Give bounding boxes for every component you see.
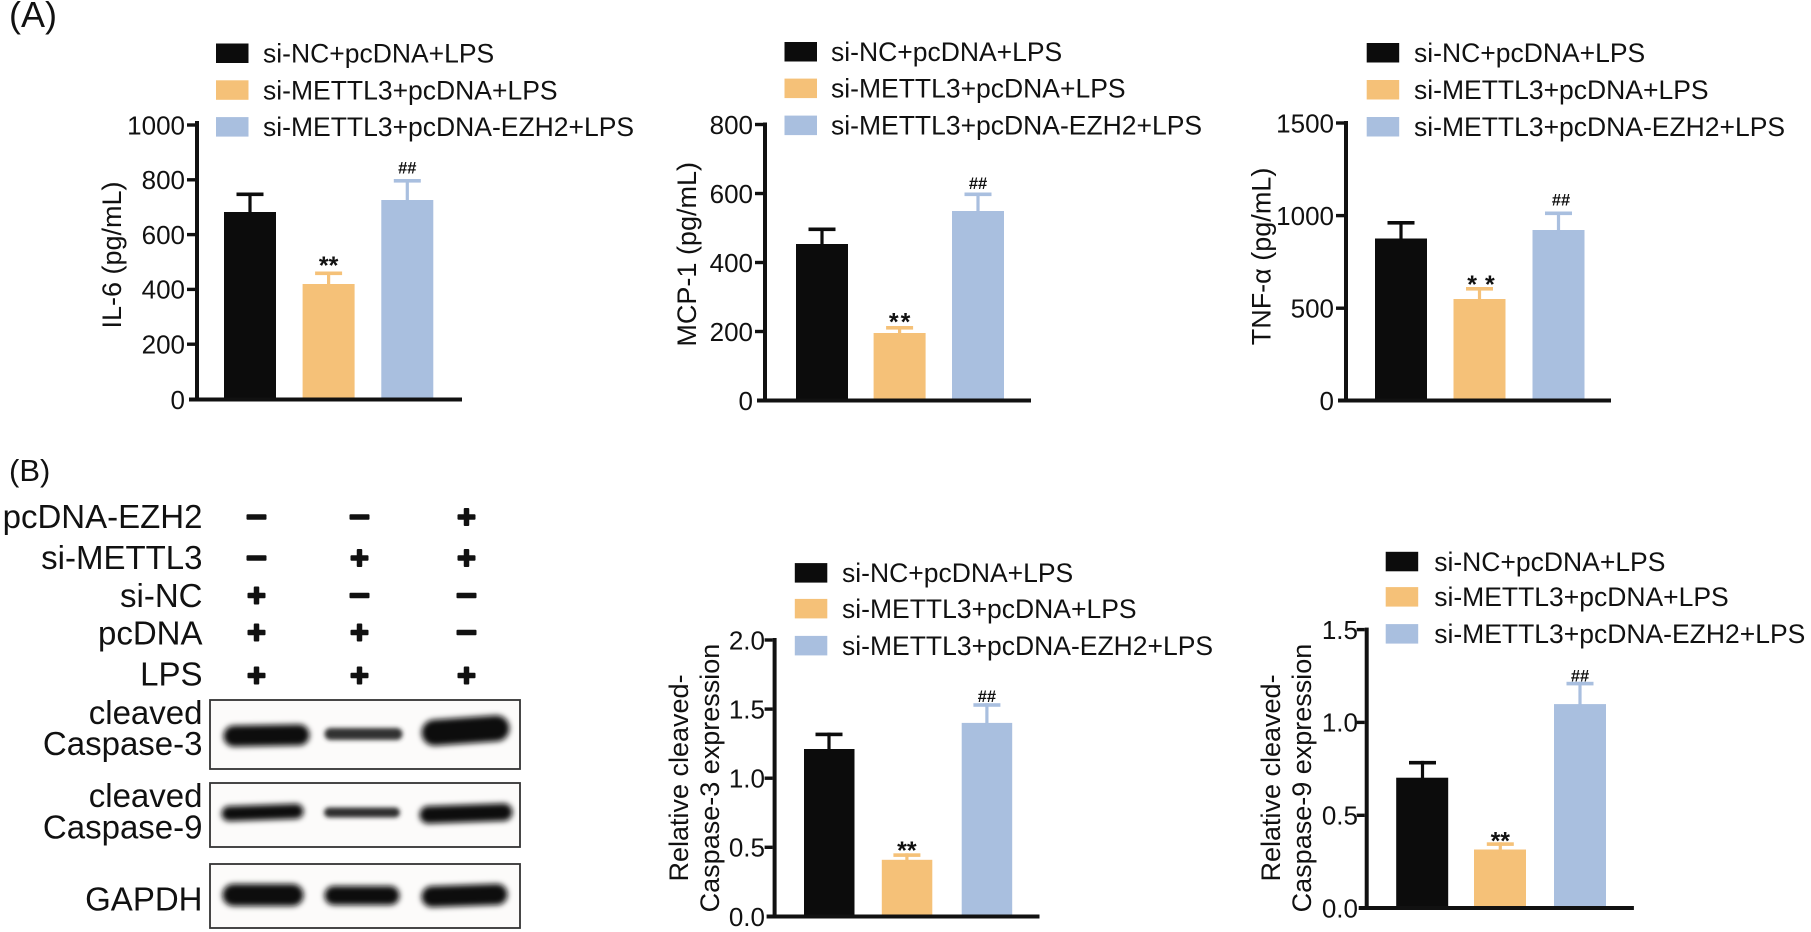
svg-text:800: 800 <box>142 165 185 195</box>
svg-text:si-METTL3+pcDNA-EZH2+LPS: si-METTL3+pcDNA-EZH2+LPS <box>1434 619 1805 649</box>
svg-text:##: ## <box>1552 192 1570 210</box>
svg-text:si-METTL3+pcDNA-EZH2+LPS: si-METTL3+pcDNA-EZH2+LPS <box>263 112 634 142</box>
svg-text:0.5: 0.5 <box>729 833 765 863</box>
svg-text:##: ## <box>969 175 987 193</box>
svg-text:**: ** <box>1467 271 1502 299</box>
svg-text:##: ## <box>1571 668 1589 686</box>
svg-text:si-NC+pcDNA+LPS: si-NC+pcDNA+LPS <box>263 39 494 69</box>
svg-text:##: ## <box>978 688 996 706</box>
svg-text:**: ** <box>319 252 339 280</box>
svg-text:Caspase-3: Caspase-3 <box>43 725 203 762</box>
svg-text:cleaved: cleaved <box>89 777 203 814</box>
svg-text:cleaved: cleaved <box>89 694 203 731</box>
svg-text:800: 800 <box>710 110 753 140</box>
svg-text:500: 500 <box>1291 294 1334 324</box>
svg-text:0: 0 <box>1320 386 1334 416</box>
svg-text:si-METTL3+pcDNA+LPS: si-METTL3+pcDNA+LPS <box>263 75 558 105</box>
svg-text:**: ** <box>889 309 912 337</box>
svg-text:IL-6 (pg/mL): IL-6 (pg/mL) <box>97 181 127 328</box>
svg-text:si-METTL3+pcDNA+LPS: si-METTL3+pcDNA+LPS <box>1434 582 1729 612</box>
svg-text:pcDNA: pcDNA <box>98 615 203 652</box>
svg-text:200: 200 <box>142 330 185 360</box>
svg-text:Relative cleaved-: Relative cleaved- <box>664 674 694 881</box>
svg-text:600: 600 <box>142 220 185 250</box>
svg-text:si-NC+pcDNA+LPS: si-NC+pcDNA+LPS <box>831 37 1062 67</box>
svg-text:2.0: 2.0 <box>729 625 765 655</box>
svg-text:##: ## <box>398 160 416 178</box>
svg-text:**: ** <box>1491 828 1511 856</box>
svg-text:1000: 1000 <box>127 110 185 140</box>
svg-text:0.5: 0.5 <box>1322 801 1358 831</box>
svg-text:0: 0 <box>739 386 753 416</box>
svg-text:1.0: 1.0 <box>1322 708 1358 738</box>
svg-text:MCP-1 (pg/mL): MCP-1 (pg/mL) <box>672 162 702 347</box>
svg-text:si-NC+pcDNA+LPS: si-NC+pcDNA+LPS <box>1414 38 1645 68</box>
svg-text:GAPDH: GAPDH <box>85 881 202 918</box>
svg-text:si-METTL3+pcDNA+LPS: si-METTL3+pcDNA+LPS <box>831 74 1126 104</box>
svg-text:si-METTL3+pcDNA-EZH2+LPS: si-METTL3+pcDNA-EZH2+LPS <box>831 111 1202 141</box>
svg-text:TNF-α (pg/mL): TNF-α (pg/mL) <box>1247 168 1277 346</box>
svg-text:0: 0 <box>171 385 185 415</box>
svg-text:si-METTL3: si-METTL3 <box>41 539 202 576</box>
svg-text:LPS: LPS <box>140 656 202 693</box>
svg-text:200: 200 <box>710 317 753 347</box>
svg-text:si-METTL3+pcDNA-EZH2+LPS: si-METTL3+pcDNA-EZH2+LPS <box>842 631 1213 661</box>
svg-text:600: 600 <box>710 179 753 209</box>
svg-text:1.0: 1.0 <box>729 764 765 794</box>
svg-text:1000: 1000 <box>1276 201 1334 231</box>
svg-text:1.5: 1.5 <box>729 694 765 724</box>
svg-text:pcDNA-EZH2: pcDNA-EZH2 <box>3 498 203 535</box>
svg-text:Relative cleaved-: Relative cleaved- <box>1256 674 1286 881</box>
svg-text:si-NC+pcDNA+LPS: si-NC+pcDNA+LPS <box>1434 547 1665 577</box>
svg-text:Caspase-9 expression: Caspase-9 expression <box>1287 644 1317 913</box>
svg-text:400: 400 <box>142 275 185 305</box>
svg-text:si-NC+pcDNA+LPS: si-NC+pcDNA+LPS <box>842 558 1073 588</box>
svg-text:**: ** <box>897 837 917 865</box>
svg-text:si-METTL3+pcDNA+LPS: si-METTL3+pcDNA+LPS <box>1414 75 1709 105</box>
svg-text:1.5: 1.5 <box>1322 615 1358 645</box>
svg-text:Caspase-3 expression: Caspase-3 expression <box>695 644 725 913</box>
svg-text:si-NC: si-NC <box>120 577 202 614</box>
svg-text:400: 400 <box>710 248 753 278</box>
svg-text:0.0: 0.0 <box>1322 893 1358 923</box>
svg-text:(B): (B) <box>9 453 50 488</box>
svg-text:(A): (A) <box>9 0 57 35</box>
svg-text:si-METTL3+pcDNA-EZH2+LPS: si-METTL3+pcDNA-EZH2+LPS <box>1414 112 1785 142</box>
svg-text:si-METTL3+pcDNA+LPS: si-METTL3+pcDNA+LPS <box>842 594 1137 624</box>
svg-text:Caspase-9: Caspase-9 <box>43 809 203 846</box>
svg-text:1500: 1500 <box>1276 108 1334 138</box>
svg-text:0.0: 0.0 <box>729 902 765 932</box>
